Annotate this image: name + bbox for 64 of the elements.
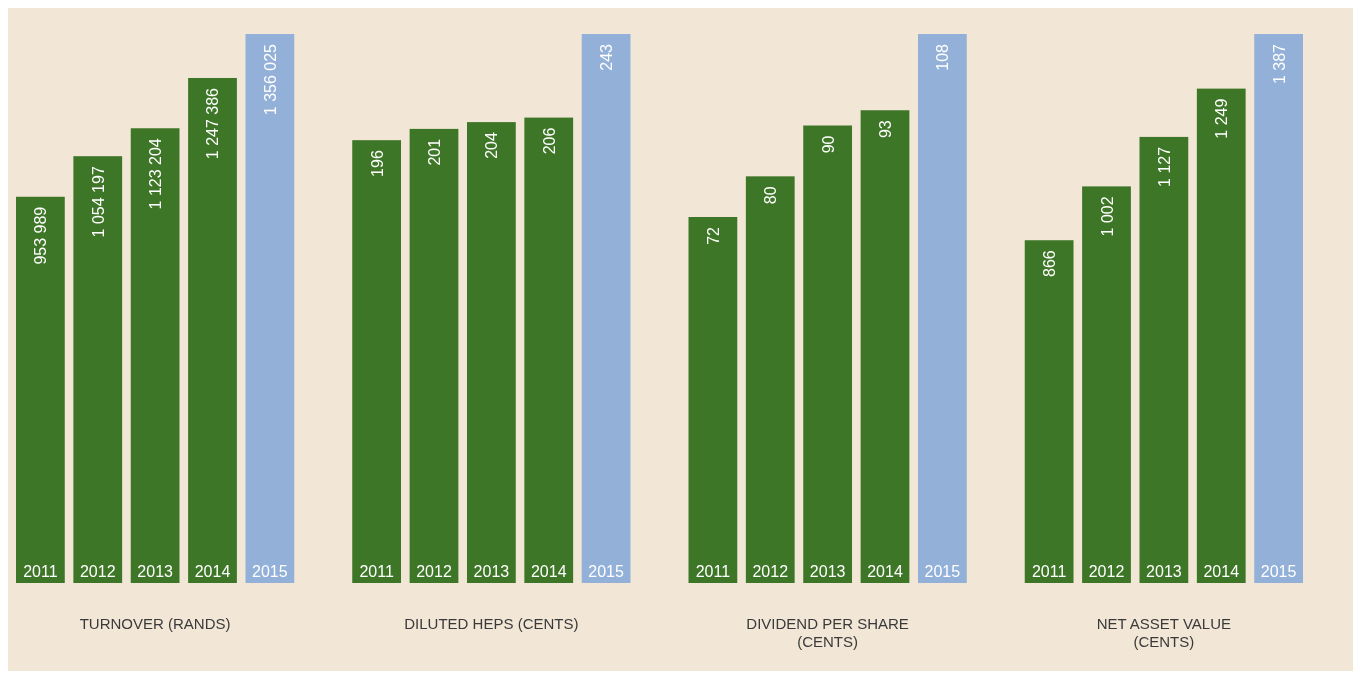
data-label: 72	[704, 226, 722, 245]
category-label: 2012	[752, 563, 789, 580]
data-label: 1 002	[1098, 196, 1116, 237]
bar	[1139, 136, 1189, 583]
data-label: 1 249	[1213, 98, 1231, 139]
bar	[1254, 34, 1303, 583]
bar	[1196, 88, 1246, 583]
bar	[1024, 240, 1074, 583]
category-label: 2015	[252, 563, 288, 580]
bar	[188, 77, 237, 583]
data-label: 108	[934, 43, 952, 71]
text: NET ASSET VALUE (CENTS)	[1096, 615, 1231, 650]
bar	[245, 34, 295, 583]
bar	[352, 140, 402, 583]
category-label: 2015	[588, 563, 624, 580]
data-label: 90	[819, 135, 837, 154]
category-label: 2011	[23, 563, 58, 580]
category-label: 2014	[1203, 563, 1240, 580]
data-label: 80	[762, 186, 780, 205]
data-label: 1 356 025	[261, 43, 279, 116]
category-label: 2013	[1146, 563, 1182, 580]
bar	[1082, 186, 1131, 583]
category-label: 2012	[79, 563, 116, 580]
bar	[466, 122, 516, 583]
category-label: 2011	[1031, 563, 1067, 580]
text: DILUTED HEPS (CENTS)	[404, 615, 579, 632]
bar	[524, 117, 574, 583]
data-label: 1 123 204	[147, 138, 165, 210]
category-label: 2014	[530, 563, 567, 580]
bar	[73, 156, 123, 583]
text: DIVIDEND PER SHARE (CENTS)	[746, 615, 909, 650]
data-label: 1 247 386	[204, 87, 222, 160]
data-label: 1 127	[1155, 146, 1173, 187]
data-label: 196	[368, 150, 386, 177]
category-label: 2015	[924, 563, 961, 580]
bar	[130, 128, 180, 583]
bar	[409, 128, 459, 583]
bar	[860, 110, 910, 583]
bar	[581, 34, 631, 583]
category-label: 2011	[359, 563, 394, 580]
data-label: 93	[877, 120, 894, 139]
text: TURNOVER (RANDS)	[79, 615, 231, 632]
bar	[16, 196, 65, 583]
category-label: 2013	[137, 563, 173, 580]
category-label: 2015	[1260, 563, 1297, 580]
data-label: 204	[483, 132, 501, 159]
data-label: 1 054 197	[89, 166, 107, 238]
data-label: 1 387	[1270, 43, 1288, 85]
bar	[803, 125, 853, 583]
category-label: 2013	[473, 563, 510, 580]
data-label: 953 989	[32, 206, 50, 265]
data-label: 201	[426, 138, 443, 166]
category-label: 2012	[1088, 563, 1125, 580]
category-label: 2012	[416, 563, 452, 580]
bar	[917, 34, 967, 583]
data-label: 243	[598, 43, 616, 71]
data-label: 866	[1041, 250, 1059, 277]
category-label: 2011	[695, 563, 731, 580]
bar	[745, 176, 795, 583]
category-label: 2014	[194, 563, 231, 580]
data-label: 206	[540, 127, 558, 155]
category-label: 2014	[867, 563, 903, 580]
bar	[688, 217, 738, 583]
category-label: 2013	[809, 563, 846, 580]
